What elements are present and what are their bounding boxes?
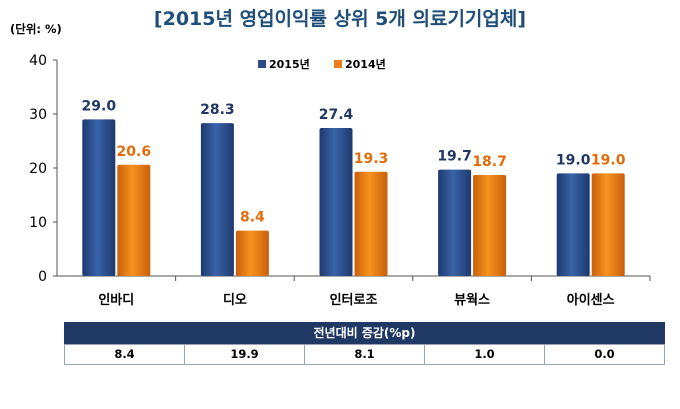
data-label: 29.0: [82, 98, 117, 114]
change-cell: 8.4: [65, 345, 185, 364]
bar-2015: [200, 123, 234, 277]
bar-2014: [117, 164, 151, 276]
x-tick-label: 인터로조: [330, 292, 378, 308]
bar-2015: [82, 119, 116, 277]
y-tick-label: 30: [29, 107, 47, 123]
x-tick-label: 인바디: [98, 292, 134, 308]
legend-swatch-2015: [258, 60, 266, 68]
chart-title: [2015년 영업이익률 상위 5개 의료기기업체]: [153, 8, 527, 30]
bar-2014: [235, 230, 269, 276]
bar-2014: [473, 175, 507, 276]
data-label: 20.6: [117, 144, 152, 160]
x-tick-label: 아이센스: [567, 292, 615, 308]
change-cell: 8.1: [305, 345, 425, 364]
change-cell: 19.9: [185, 345, 305, 364]
legend-label-2014: 2014년: [345, 57, 386, 71]
y-tick-label: 10: [29, 215, 47, 231]
y-tick-label: 40: [29, 53, 47, 69]
unit-label: (단위: %): [10, 22, 62, 36]
bar-2014: [354, 171, 388, 276]
bar-2015: [319, 128, 353, 276]
bar-2015: [438, 169, 472, 276]
change-cell: 0.0: [594, 347, 615, 361]
data-label: 8.4: [240, 210, 265, 226]
legend-label-2015: 2015년: [269, 57, 310, 71]
x-tick-label: 디오: [223, 292, 247, 308]
data-label: 27.4: [319, 107, 354, 123]
data-label: 18.7: [472, 154, 507, 170]
x-tick-label: 뷰웍스: [454, 292, 490, 308]
change-cell: 1.0: [425, 345, 545, 364]
legend-swatch-2014: [334, 60, 342, 68]
data-label: 28.3: [200, 102, 235, 118]
y-tick-label: 20: [29, 161, 47, 177]
bar-2014: [591, 173, 625, 276]
data-label: 19.7: [437, 149, 472, 165]
data-label: 19.0: [556, 152, 591, 168]
y-tick-label: 0: [38, 269, 47, 285]
bar-2015: [556, 173, 590, 276]
bar-chart: 0 10 20 30 40 인바디 디오 인터로조 뷰웍스 아이센스 29.0 20.6 28.3 8.…: [29, 53, 651, 308]
data-label: 19.3: [354, 151, 389, 167]
change-table-row: 8.4 19.9 8.1 1.0 0.0: [64, 344, 665, 365]
data-label: 19.0: [591, 152, 626, 168]
change-table-header: 전년대비 증감(%p): [64, 322, 665, 344]
